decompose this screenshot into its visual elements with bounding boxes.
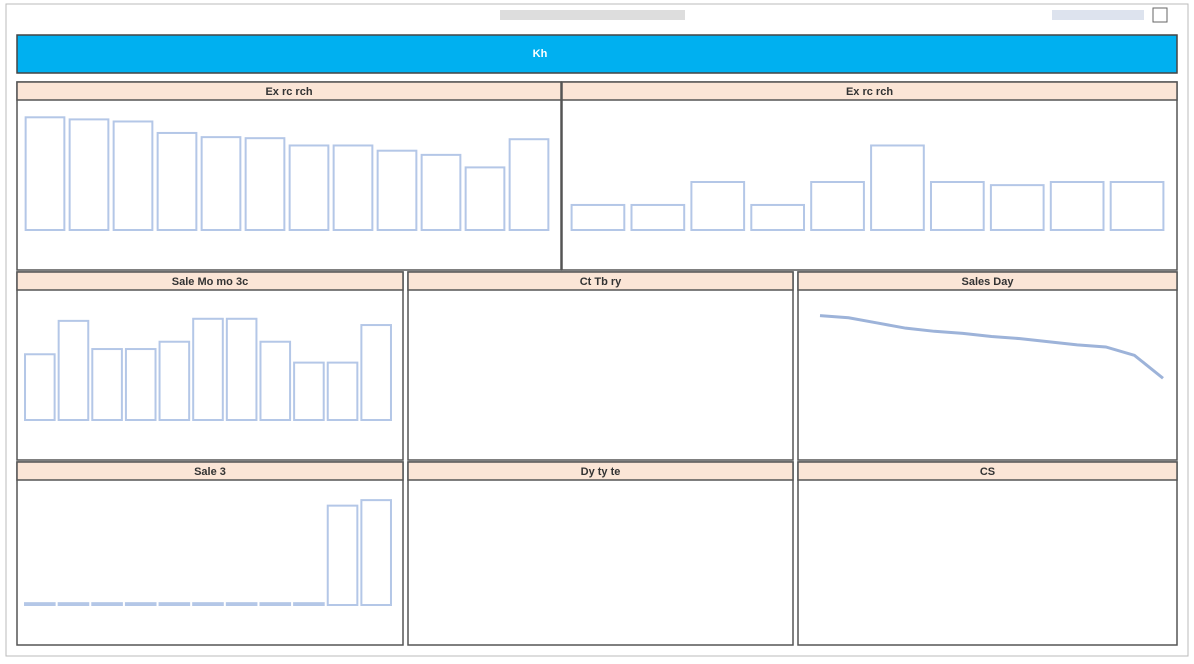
panel [797, 461, 1178, 646]
bar [630, 203, 686, 232]
panel-header [407, 271, 794, 291]
bar [750, 203, 806, 232]
bar [360, 499, 392, 606]
report-title-blur [500, 10, 685, 20]
bar [158, 602, 191, 606]
panel [407, 271, 794, 461]
panel-title: CS [980, 466, 995, 478]
bar [332, 144, 374, 231]
bar [690, 181, 746, 231]
panel-header [561, 81, 1178, 101]
panel-header [407, 461, 794, 481]
panel-title: Ct Tb ry [580, 276, 622, 288]
bar [288, 144, 330, 231]
bar [293, 361, 325, 422]
panel-header [16, 271, 404, 291]
bar [420, 153, 462, 231]
bar [91, 602, 123, 606]
toolbar-blur [1052, 10, 1144, 20]
panel [407, 461, 794, 646]
bar [57, 602, 90, 606]
bar [1109, 181, 1165, 231]
bar [293, 602, 325, 606]
panel-title: Dy ty te [581, 466, 621, 478]
panel-title: Sales Day [962, 276, 1015, 288]
bar [810, 181, 865, 231]
bar [259, 602, 292, 606]
bar [870, 144, 925, 231]
banner [16, 34, 1178, 74]
panel-header [797, 461, 1178, 481]
bar [91, 348, 123, 422]
bar [192, 317, 224, 422]
bar [929, 181, 985, 231]
bar [24, 116, 66, 231]
banner-text: Kh [533, 48, 548, 60]
bar [464, 166, 506, 232]
bar [244, 137, 286, 232]
bar [24, 353, 56, 421]
bar [326, 504, 359, 607]
bar [570, 203, 626, 232]
bar [200, 136, 242, 231]
bar [225, 602, 258, 606]
panel-title: Ex rc rch [846, 86, 893, 98]
panel-title: Sale 3 [194, 466, 226, 478]
panels: Ex rc rch Ex rc rch Sale Mo mo 3c Ct Tb ry S… [16, 81, 1178, 646]
bar [24, 602, 56, 606]
bar [124, 348, 157, 422]
bar [68, 118, 110, 231]
panel [561, 81, 1178, 271]
bar [156, 131, 198, 232]
bar [158, 340, 191, 422]
panel-header [16, 81, 562, 101]
bar [508, 138, 550, 231]
panel [797, 271, 1178, 461]
panel-title: Ex rc rch [265, 86, 312, 98]
bar [326, 361, 359, 422]
bar [1049, 181, 1105, 231]
bar [192, 602, 224, 606]
bar [225, 317, 258, 422]
panel-title: Sale Mo mo 3c [172, 276, 248, 288]
bar [124, 602, 157, 606]
bar [360, 324, 392, 422]
panel-header [797, 271, 1178, 291]
bar [112, 120, 154, 231]
bar [989, 184, 1045, 231]
bar [259, 340, 292, 422]
panel-header [16, 461, 404, 481]
bar [376, 149, 418, 231]
line [819, 314, 1164, 380]
checkbox[interactable] [1152, 7, 1168, 23]
bar [57, 319, 90, 421]
